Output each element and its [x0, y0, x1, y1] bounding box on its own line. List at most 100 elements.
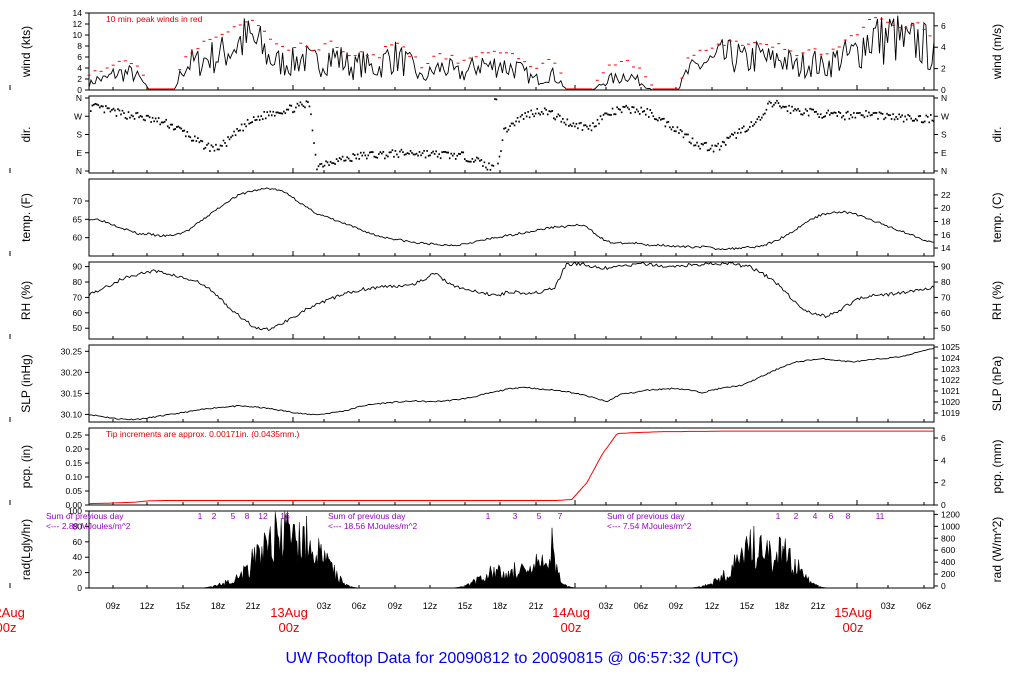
dir-point [301, 103, 303, 106]
dir-point [384, 157, 386, 160]
dir-point [592, 122, 594, 124]
dir-point [577, 127, 579, 130]
dir-point [904, 115, 906, 118]
dir-point [806, 110, 808, 112]
dir-point [534, 112, 537, 115]
rad-ytick-right: 1200 [941, 509, 960, 519]
dir-point [933, 120, 935, 123]
dir-point [666, 121, 668, 124]
x-hour-label: 21z [529, 601, 544, 611]
dir-point [136, 111, 139, 114]
dir-point [733, 131, 736, 134]
dir-point [688, 141, 691, 144]
dir-point [432, 150, 434, 153]
dir-point [468, 160, 471, 163]
rad-hour-label: 4 [813, 511, 818, 521]
dir-point [552, 117, 555, 120]
dir-point [599, 115, 602, 118]
rad-hour-label: 1 [198, 511, 203, 521]
dir-point [696, 141, 698, 144]
wind-ytick-right: 4 [941, 42, 946, 52]
dir-point [390, 151, 392, 154]
dir-point [755, 121, 757, 124]
dir-point [368, 151, 371, 154]
dir-point [171, 123, 174, 126]
dir-point [765, 108, 768, 111]
dir-point [764, 112, 766, 115]
dir-point [619, 108, 621, 111]
dir-point [634, 111, 637, 114]
slp-ytick-right: 1025 [941, 342, 960, 352]
dir-point [346, 156, 348, 159]
dir-point [521, 114, 523, 116]
dir-point [448, 157, 451, 160]
dir-point [467, 160, 469, 163]
dir-point [127, 111, 130, 114]
dir-point [528, 116, 531, 119]
dir-point [736, 132, 739, 134]
dir-point [295, 106, 297, 109]
dir-point [746, 130, 748, 132]
dir-point [596, 118, 599, 121]
dir-point [702, 143, 704, 146]
dir-point [385, 154, 388, 157]
dir-point [629, 112, 632, 114]
dir-point [786, 110, 789, 113]
dir-point [365, 157, 368, 160]
dir-point [185, 135, 187, 138]
dir-point [272, 110, 275, 113]
dir-point [703, 142, 706, 145]
dir-point [682, 136, 685, 139]
dir-point [316, 168, 318, 171]
rad-ytick-right: 200 [941, 569, 955, 579]
dir-point [715, 145, 718, 147]
dir-point [388, 151, 391, 154]
dir-point [225, 145, 228, 147]
dir-point [750, 121, 753, 123]
dir-point [479, 159, 481, 162]
dir-point [877, 117, 879, 120]
dir-point [361, 154, 364, 157]
dir-point [99, 106, 101, 109]
dir-point [825, 112, 828, 114]
dir-point [474, 159, 477, 162]
dir-point [670, 128, 673, 131]
dir-point [613, 113, 615, 116]
x-hour-label: 12z [140, 601, 155, 611]
dir-frame [88, 95, 935, 174]
dir-point [531, 113, 534, 116]
dir-point [917, 115, 920, 118]
dir-point [812, 108, 814, 111]
dir-point [549, 110, 552, 113]
dir-point [218, 148, 220, 151]
rh-ytick-right: 70 [941, 292, 951, 302]
dir-ytick-right: N [941, 166, 947, 176]
dir-point [605, 112, 608, 115]
rad-hour-label: 3 [513, 511, 518, 521]
dir-point [382, 150, 385, 153]
dir-point [183, 129, 186, 132]
dir-point [114, 109, 116, 112]
dir-point [141, 115, 143, 118]
dir-point [833, 111, 836, 114]
dir-point [100, 105, 103, 108]
dir-point [362, 151, 365, 154]
dir-point [589, 124, 591, 127]
dir-point [257, 115, 259, 118]
dir-point [895, 116, 897, 118]
dir-point [482, 165, 484, 167]
pcp-line [89, 430, 934, 505]
dir-point [278, 112, 281, 115]
dir-point [525, 115, 528, 118]
dir-ytick-left: N [76, 93, 82, 103]
dir-point [545, 108, 548, 111]
dir-point [204, 146, 207, 149]
dir-point [263, 110, 266, 113]
x-hour-label: 06z [634, 601, 649, 611]
dir-point [222, 139, 225, 142]
dir-point [540, 111, 543, 113]
dir-point [224, 142, 226, 144]
dir-point [850, 113, 852, 116]
dir-point [611, 107, 614, 110]
rh-ytick-left: 70 [73, 292, 83, 302]
